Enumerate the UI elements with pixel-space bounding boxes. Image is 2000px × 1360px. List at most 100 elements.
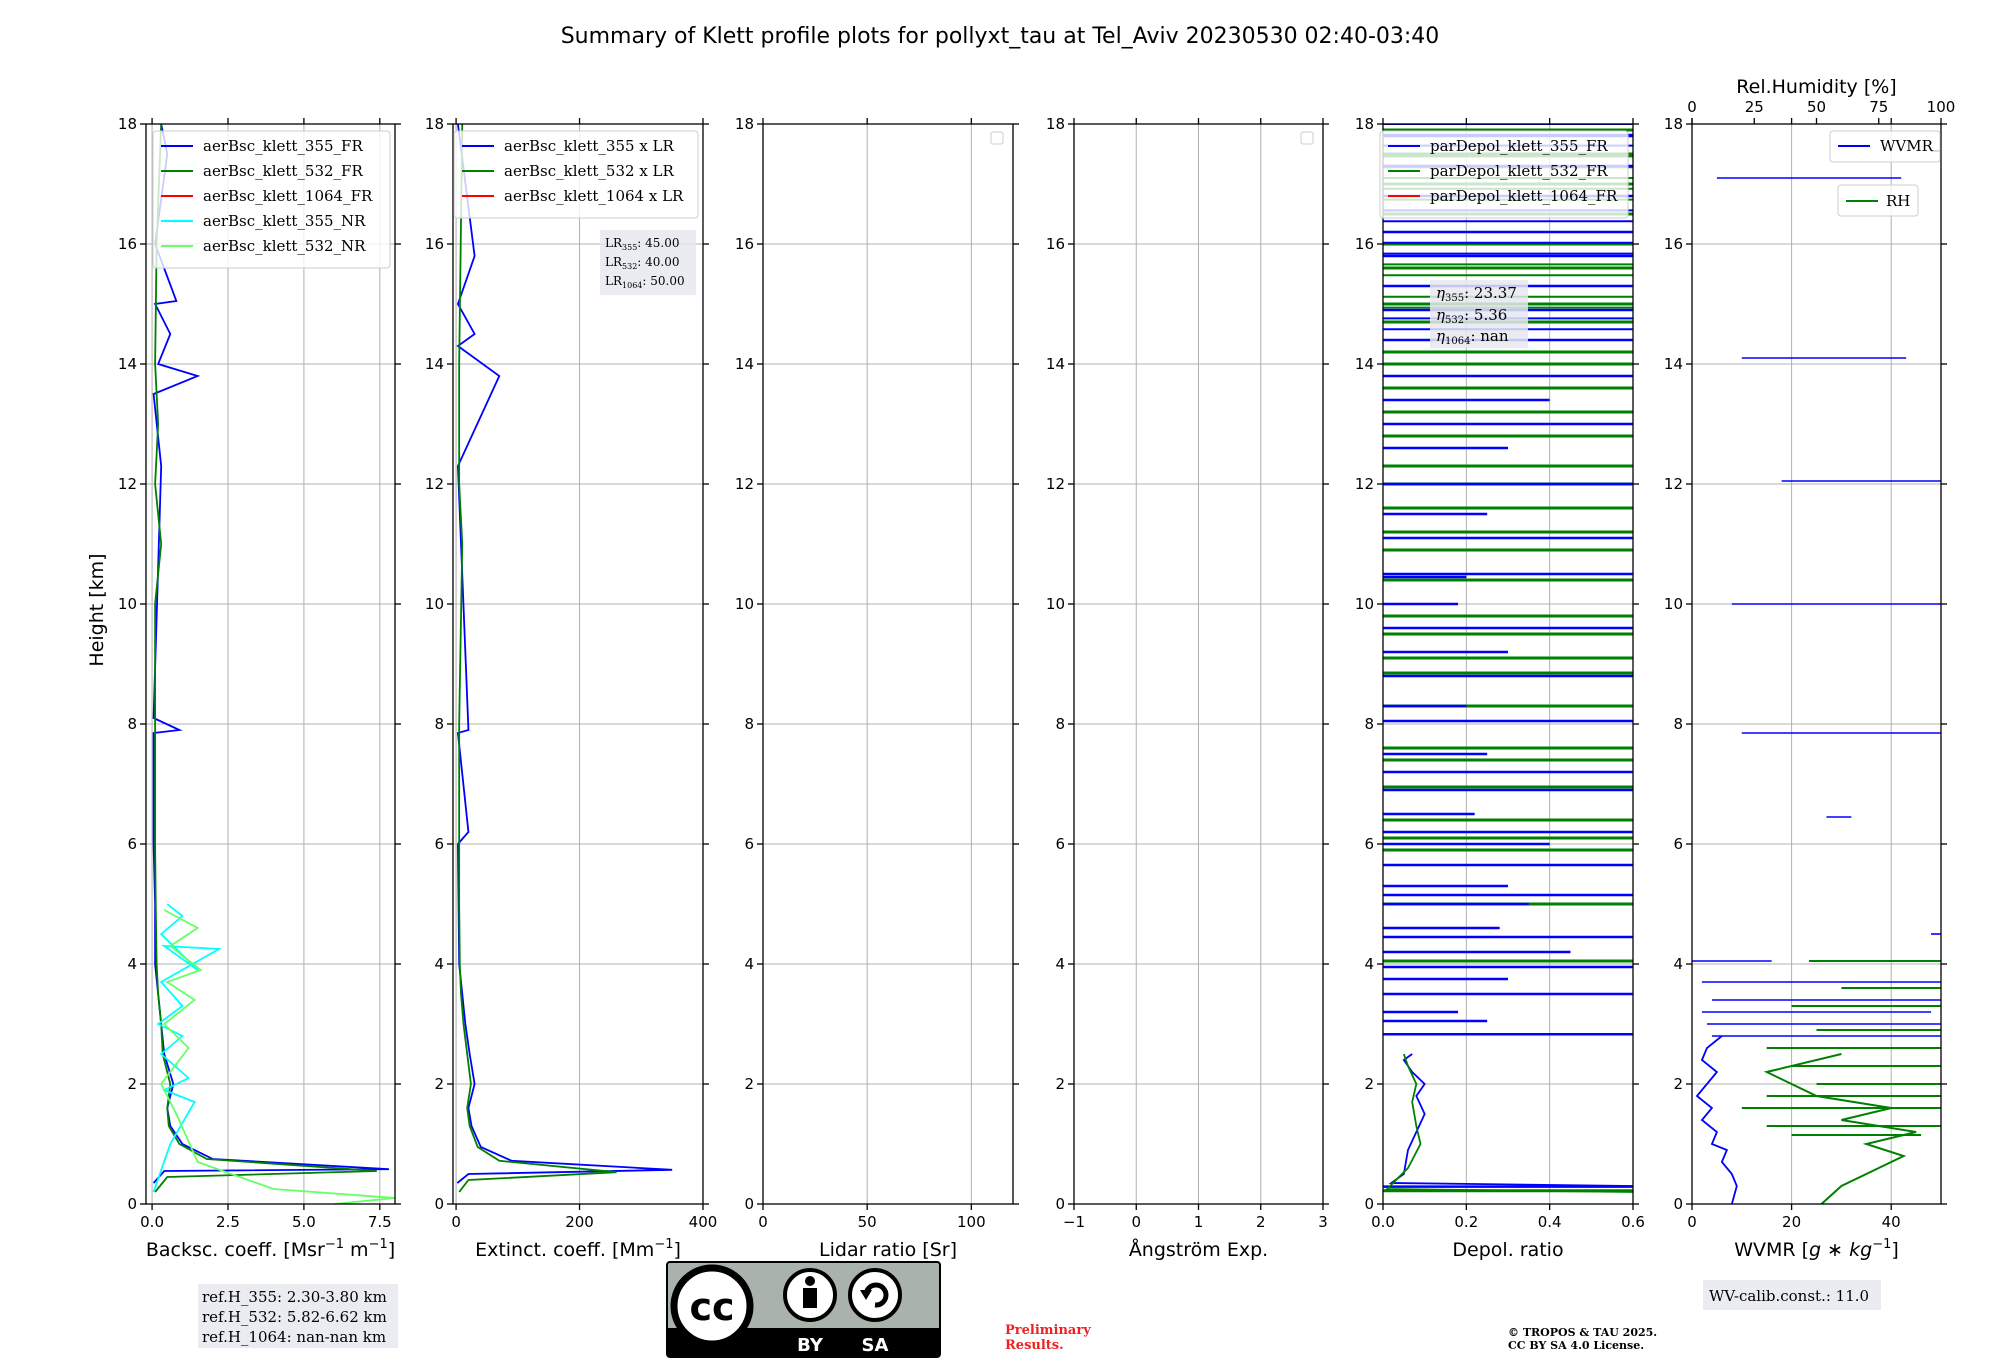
panel-backscatter: 0 2 4 6 8 10 12 14 16 18 0.0 2.5 5.0 7.5 Backsc. coeff… bbox=[118, 115, 401, 1261]
lr1064-text: LR1064: 50.00 bbox=[605, 274, 685, 290]
y-tick-label: 6 bbox=[434, 835, 444, 853]
x-axis-label: WVMR [g ∗ kg−1] bbox=[1734, 1237, 1899, 1261]
y-tick-label: 14 bbox=[425, 355, 444, 373]
plot-area bbox=[152, 124, 395, 1204]
y-tick-label: 4 bbox=[434, 955, 444, 973]
y-tick-label: 8 bbox=[434, 715, 444, 733]
x-tick-label: 0.4 bbox=[1538, 1213, 1562, 1231]
axes-frame bbox=[762, 123, 1014, 1205]
y-tick-label: 0 bbox=[1364, 1195, 1374, 1213]
y-tick-label: 12 bbox=[118, 475, 137, 493]
legend-label: aerBsc_klett_355_FR bbox=[203, 137, 363, 155]
x-tick-label: 0 bbox=[1687, 1213, 1697, 1231]
plot-area bbox=[1692, 150, 1941, 1204]
top-x-tick-label: 50 bbox=[1807, 98, 1826, 116]
legend-label: aerBsc_klett_532_NR bbox=[203, 237, 366, 255]
series-parDepol_klett_355_FR bbox=[1388, 1053, 1633, 1187]
x-tick-label: 3 bbox=[1318, 1213, 1328, 1231]
x-tick-label: 50 bbox=[858, 1213, 877, 1231]
empty-legend-box bbox=[990, 131, 1004, 145]
y-tick-label: 12 bbox=[1355, 475, 1374, 493]
y-tick-label: 2 bbox=[127, 1075, 137, 1093]
y-tick-label: 4 bbox=[1055, 955, 1065, 973]
empty-legend-box bbox=[1300, 131, 1314, 145]
x-tick-label: 5.0 bbox=[292, 1213, 316, 1231]
x-tick-label: 0 bbox=[758, 1213, 768, 1231]
y-tick-label: 18 bbox=[1046, 115, 1065, 133]
eta1064-text: η1064: nan bbox=[1436, 327, 1509, 347]
eta-box: η355: 23.37 η532: 5.36 η1064: nan bbox=[1430, 280, 1528, 348]
svg-text:cc: cc bbox=[689, 1285, 734, 1329]
x-tick-label: 20 bbox=[1782, 1213, 1801, 1231]
y-tick-label: 14 bbox=[735, 355, 754, 373]
y-tick-label: 12 bbox=[735, 475, 754, 493]
axes-frame bbox=[1382, 123, 1634, 1205]
lidar-ratio-box: LR355: 45.00 LR532: 40.00 LR1064: 50.00 bbox=[600, 230, 696, 295]
y-tick-label: 18 bbox=[1355, 115, 1374, 133]
series-aerBsc_klett_355_NR bbox=[152, 903, 222, 1193]
legend-label: aerBsc_klett_532_FR bbox=[203, 162, 363, 180]
y-tick-label: 12 bbox=[1664, 475, 1683, 493]
y-tick-label: 10 bbox=[735, 595, 754, 613]
panel-extinction: 0 2 4 6 8 10 12 14 16 18 0 200 400 Extinct. coeff. [M… bbox=[425, 115, 717, 1261]
y-tick-label: 14 bbox=[1664, 355, 1683, 373]
top-x-tick-label: 75 bbox=[1869, 98, 1888, 116]
copyright-line1: © TROPOS & TAU 2025. bbox=[1508, 1326, 1657, 1339]
y-tick-label: 8 bbox=[1673, 715, 1683, 733]
x-tick-label: 2.5 bbox=[216, 1213, 240, 1231]
y-tick-label: 18 bbox=[118, 115, 137, 133]
ref-height-355: ref.H_355: 2.30-3.80 km bbox=[202, 1288, 387, 1306]
x-tick-label: 0 bbox=[451, 1213, 461, 1231]
y-tick-label: 0 bbox=[1673, 1195, 1683, 1213]
top-x-tick-label: 0 bbox=[1687, 98, 1697, 116]
legend-label: aerBsc_klett_355 x LR bbox=[504, 137, 675, 155]
y-tick-label: 16 bbox=[425, 235, 444, 253]
y-tick-label: 4 bbox=[127, 955, 137, 973]
y-tick-label: 12 bbox=[1046, 475, 1065, 493]
y-tick-label: 4 bbox=[1364, 955, 1374, 973]
y-tick-label: 6 bbox=[127, 835, 137, 853]
legend-label: parDepol_klett_1064_FR bbox=[1430, 187, 1618, 205]
lr355-text: LR355: 45.00 bbox=[605, 236, 680, 252]
badge-by-label: BY bbox=[797, 1335, 824, 1356]
share-alike-icon bbox=[848, 1268, 902, 1322]
copyright-line2: CC BY SA 4.0 License. bbox=[1508, 1339, 1644, 1352]
y-tick-label: 12 bbox=[425, 475, 444, 493]
y-tick-label: 18 bbox=[735, 115, 754, 133]
series-parDepol_klett_532_FR bbox=[1385, 1053, 1633, 1193]
y-tick-label: 8 bbox=[1055, 715, 1065, 733]
x-tick-label: 0 bbox=[1131, 1213, 1141, 1231]
y-tick-label: 2 bbox=[1673, 1075, 1683, 1093]
x-tick-label: 100 bbox=[957, 1213, 986, 1231]
y-tick-label: 0 bbox=[1055, 1195, 1065, 1213]
legend-label: aerBsc_klett_1064_FR bbox=[203, 187, 373, 205]
y-tick-label: 2 bbox=[1055, 1075, 1065, 1093]
badge-sa-label: SA bbox=[862, 1335, 889, 1356]
x-axis-label: Backsc. coeff. [Msr−1 m−1] bbox=[146, 1237, 395, 1261]
y-tick-label: 16 bbox=[1664, 235, 1683, 253]
y-tick-label: 10 bbox=[118, 595, 137, 613]
y-tick-label: 6 bbox=[1055, 835, 1065, 853]
y-tick-label: 18 bbox=[425, 115, 444, 133]
y-tick-label: 6 bbox=[744, 835, 754, 853]
y-tick-label: 6 bbox=[1673, 835, 1683, 853]
axes-frame bbox=[145, 123, 396, 1205]
y-tick-label: 16 bbox=[118, 235, 137, 253]
x-tick-label: 0.2 bbox=[1454, 1213, 1478, 1231]
x-tick-label: 0.0 bbox=[1371, 1213, 1395, 1231]
series-RH bbox=[1763, 1053, 1917, 1204]
ref-heights-box: ref.H_355: 2.30-3.80 km ref.H_532: 5.82-… bbox=[198, 1284, 398, 1348]
x-axis-label: Ångström Exp. bbox=[1129, 1238, 1268, 1261]
y-tick-label: 14 bbox=[1355, 355, 1374, 373]
y-tick-label: 16 bbox=[735, 235, 754, 253]
y-tick-label: 4 bbox=[1673, 955, 1683, 973]
x-axis-label: Lidar ratio [Sr] bbox=[819, 1239, 957, 1261]
x-axis-label: Depol. ratio bbox=[1452, 1239, 1563, 1261]
x-axis-label: Extinct. coeff. [Mm−1] bbox=[475, 1237, 681, 1261]
series-aerBsc_klett_532_FR bbox=[154, 124, 377, 1193]
series-aerBsc_klett_532 x LR bbox=[458, 124, 617, 1193]
axes-frame bbox=[1691, 123, 1942, 1205]
